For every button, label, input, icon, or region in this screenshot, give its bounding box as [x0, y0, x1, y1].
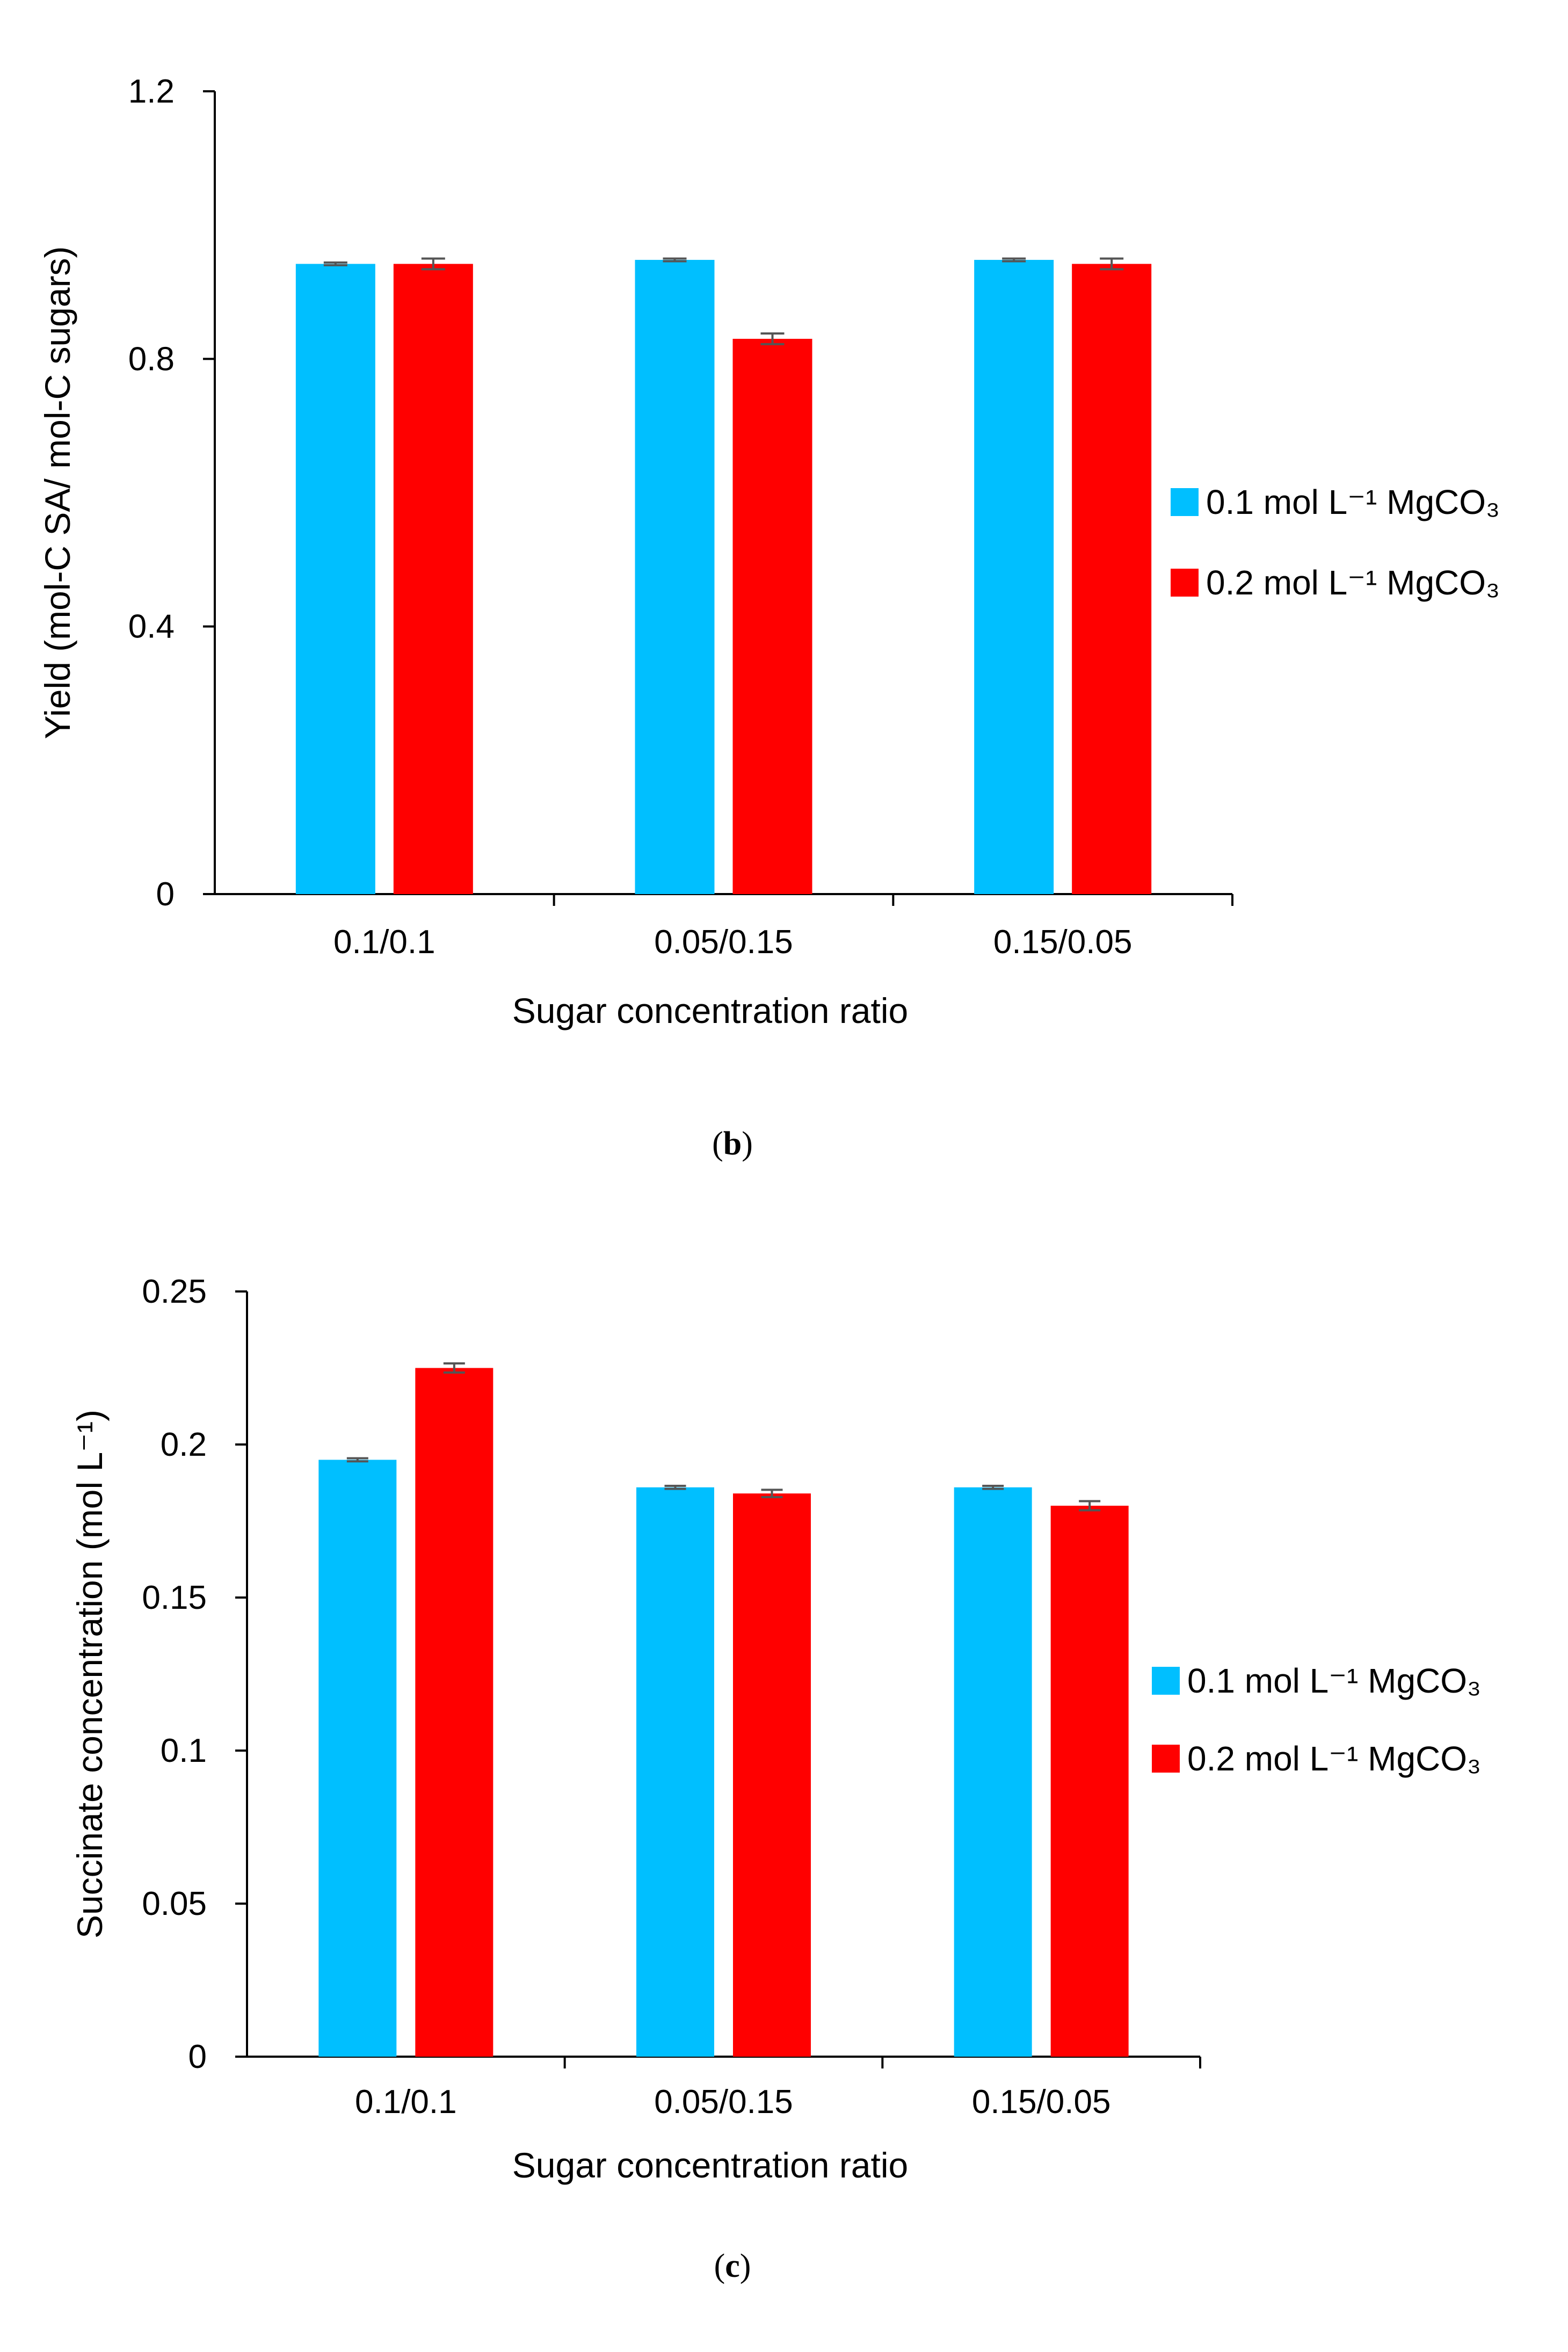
error-bar [1079, 1500, 1101, 1512]
chart-panel-b: 0 0.4 0.8 1.2 0.1/0.1 0.05/0.15 0.15/0.05 Yield… [38, 73, 1500, 1162]
error-bar [761, 1489, 783, 1499]
bar-series-2-0.15/0.05 [1050, 1506, 1129, 2057]
legend-swatch-series-1 [1152, 1667, 1180, 1695]
bar-series-1-0.15/0.05 [974, 259, 1054, 895]
x-tick-label: 0.1/0.1 [333, 924, 435, 961]
y-axis-title: Succinate concentration (mol L⁻¹) [70, 1410, 110, 1939]
bar-series-1-0.1/0.1 [318, 1460, 397, 2057]
chart-panels: 0 0.4 0.8 1.2 0.1/0.1 0.05/0.15 0.15/0.05 Yield… [38, 73, 1500, 2284]
bar-series-2-0.05/0.15 [733, 1493, 811, 2057]
error-bar [443, 1362, 465, 1374]
legend-swatch-series-2 [1152, 1745, 1180, 1773]
legend-label-series-1: 0.1 mol L⁻¹ MgCO₃ [1187, 1661, 1481, 1700]
y-tick-label: 0.2 [161, 1426, 207, 1463]
y-tick-label: 0.1 [161, 1732, 207, 1769]
y-tick-label: 0.25 [142, 1273, 207, 1310]
bar-series-2-0.05/0.15 [732, 338, 812, 895]
error-bar [323, 261, 347, 266]
chart-panel-c: 0 0.05 0.1 0.15 0.2 0.25 0.1/0.1 0.05/0.15 0.15/… [70, 1273, 1481, 2284]
bar-series-1-0.15/0.05 [954, 1487, 1032, 2057]
x-tick-label: 0.15/0.05 [993, 924, 1133, 961]
y-tick-label: 0 [156, 876, 175, 913]
legend: 0.1 mol L⁻¹ MgCO₃ 0.2 mol L⁻¹ MgCO₃ [1171, 483, 1500, 602]
x-axis-title: Sugar concentration ratio [512, 991, 908, 1030]
legend: 0.1 mol L⁻¹ MgCO₃ 0.2 mol L⁻¹ MgCO₃ [1152, 1661, 1481, 1778]
legend-swatch-series-2 [1171, 569, 1199, 597]
bar-series-1-0.1/0.1 [295, 264, 375, 894]
legend-label-series-2: 0.2 mol L⁻¹ MgCO₃ [1187, 1739, 1481, 1778]
bar-series-2-0.15/0.05 [1072, 264, 1152, 894]
x-tick-label: 0.1/0.1 [355, 2084, 457, 2121]
error-bar [663, 257, 687, 263]
bar-series-2-0.1/0.1 [415, 1368, 493, 2057]
error-bar [760, 332, 785, 345]
panel-caption: (c) [714, 2248, 751, 2284]
y-tick-label: 0.4 [128, 608, 175, 645]
legend-label-series-1: 0.1 mol L⁻¹ MgCO₃ [1206, 483, 1500, 521]
error-bar [664, 1484, 686, 1490]
error-bar [1100, 257, 1124, 271]
x-tick-label: 0.15/0.05 [972, 2084, 1111, 2121]
y-axis-title: Yield (mol-C SA/ mol-C sugars) [38, 246, 77, 739]
error-bar [1002, 257, 1026, 263]
bar-series-2-0.1/0.1 [393, 264, 473, 894]
x-tick-label: 0.05/0.15 [654, 2084, 793, 2121]
legend-label-series-2: 0.2 mol L⁻¹ MgCO₃ [1206, 563, 1500, 602]
y-tick-label: 1.2 [128, 73, 175, 110]
y-tick-label: 0 [188, 2038, 207, 2075]
bar-series-1-0.05/0.15 [636, 1487, 714, 2057]
bar-series-1-0.05/0.15 [635, 259, 715, 895]
error-bar [421, 257, 445, 271]
panel-caption: (b) [712, 1126, 753, 1162]
x-tick-label: 0.05/0.15 [654, 924, 793, 961]
error-bar [982, 1484, 1004, 1490]
y-tick-label: 0.15 [142, 1579, 207, 1616]
error-bar [346, 1457, 368, 1463]
x-axis-title: Sugar concentration ratio [512, 2145, 908, 2185]
y-tick-label: 0.8 [128, 340, 175, 378]
legend-swatch-series-1 [1171, 488, 1199, 516]
y-tick-label: 0.05 [142, 1885, 207, 1922]
